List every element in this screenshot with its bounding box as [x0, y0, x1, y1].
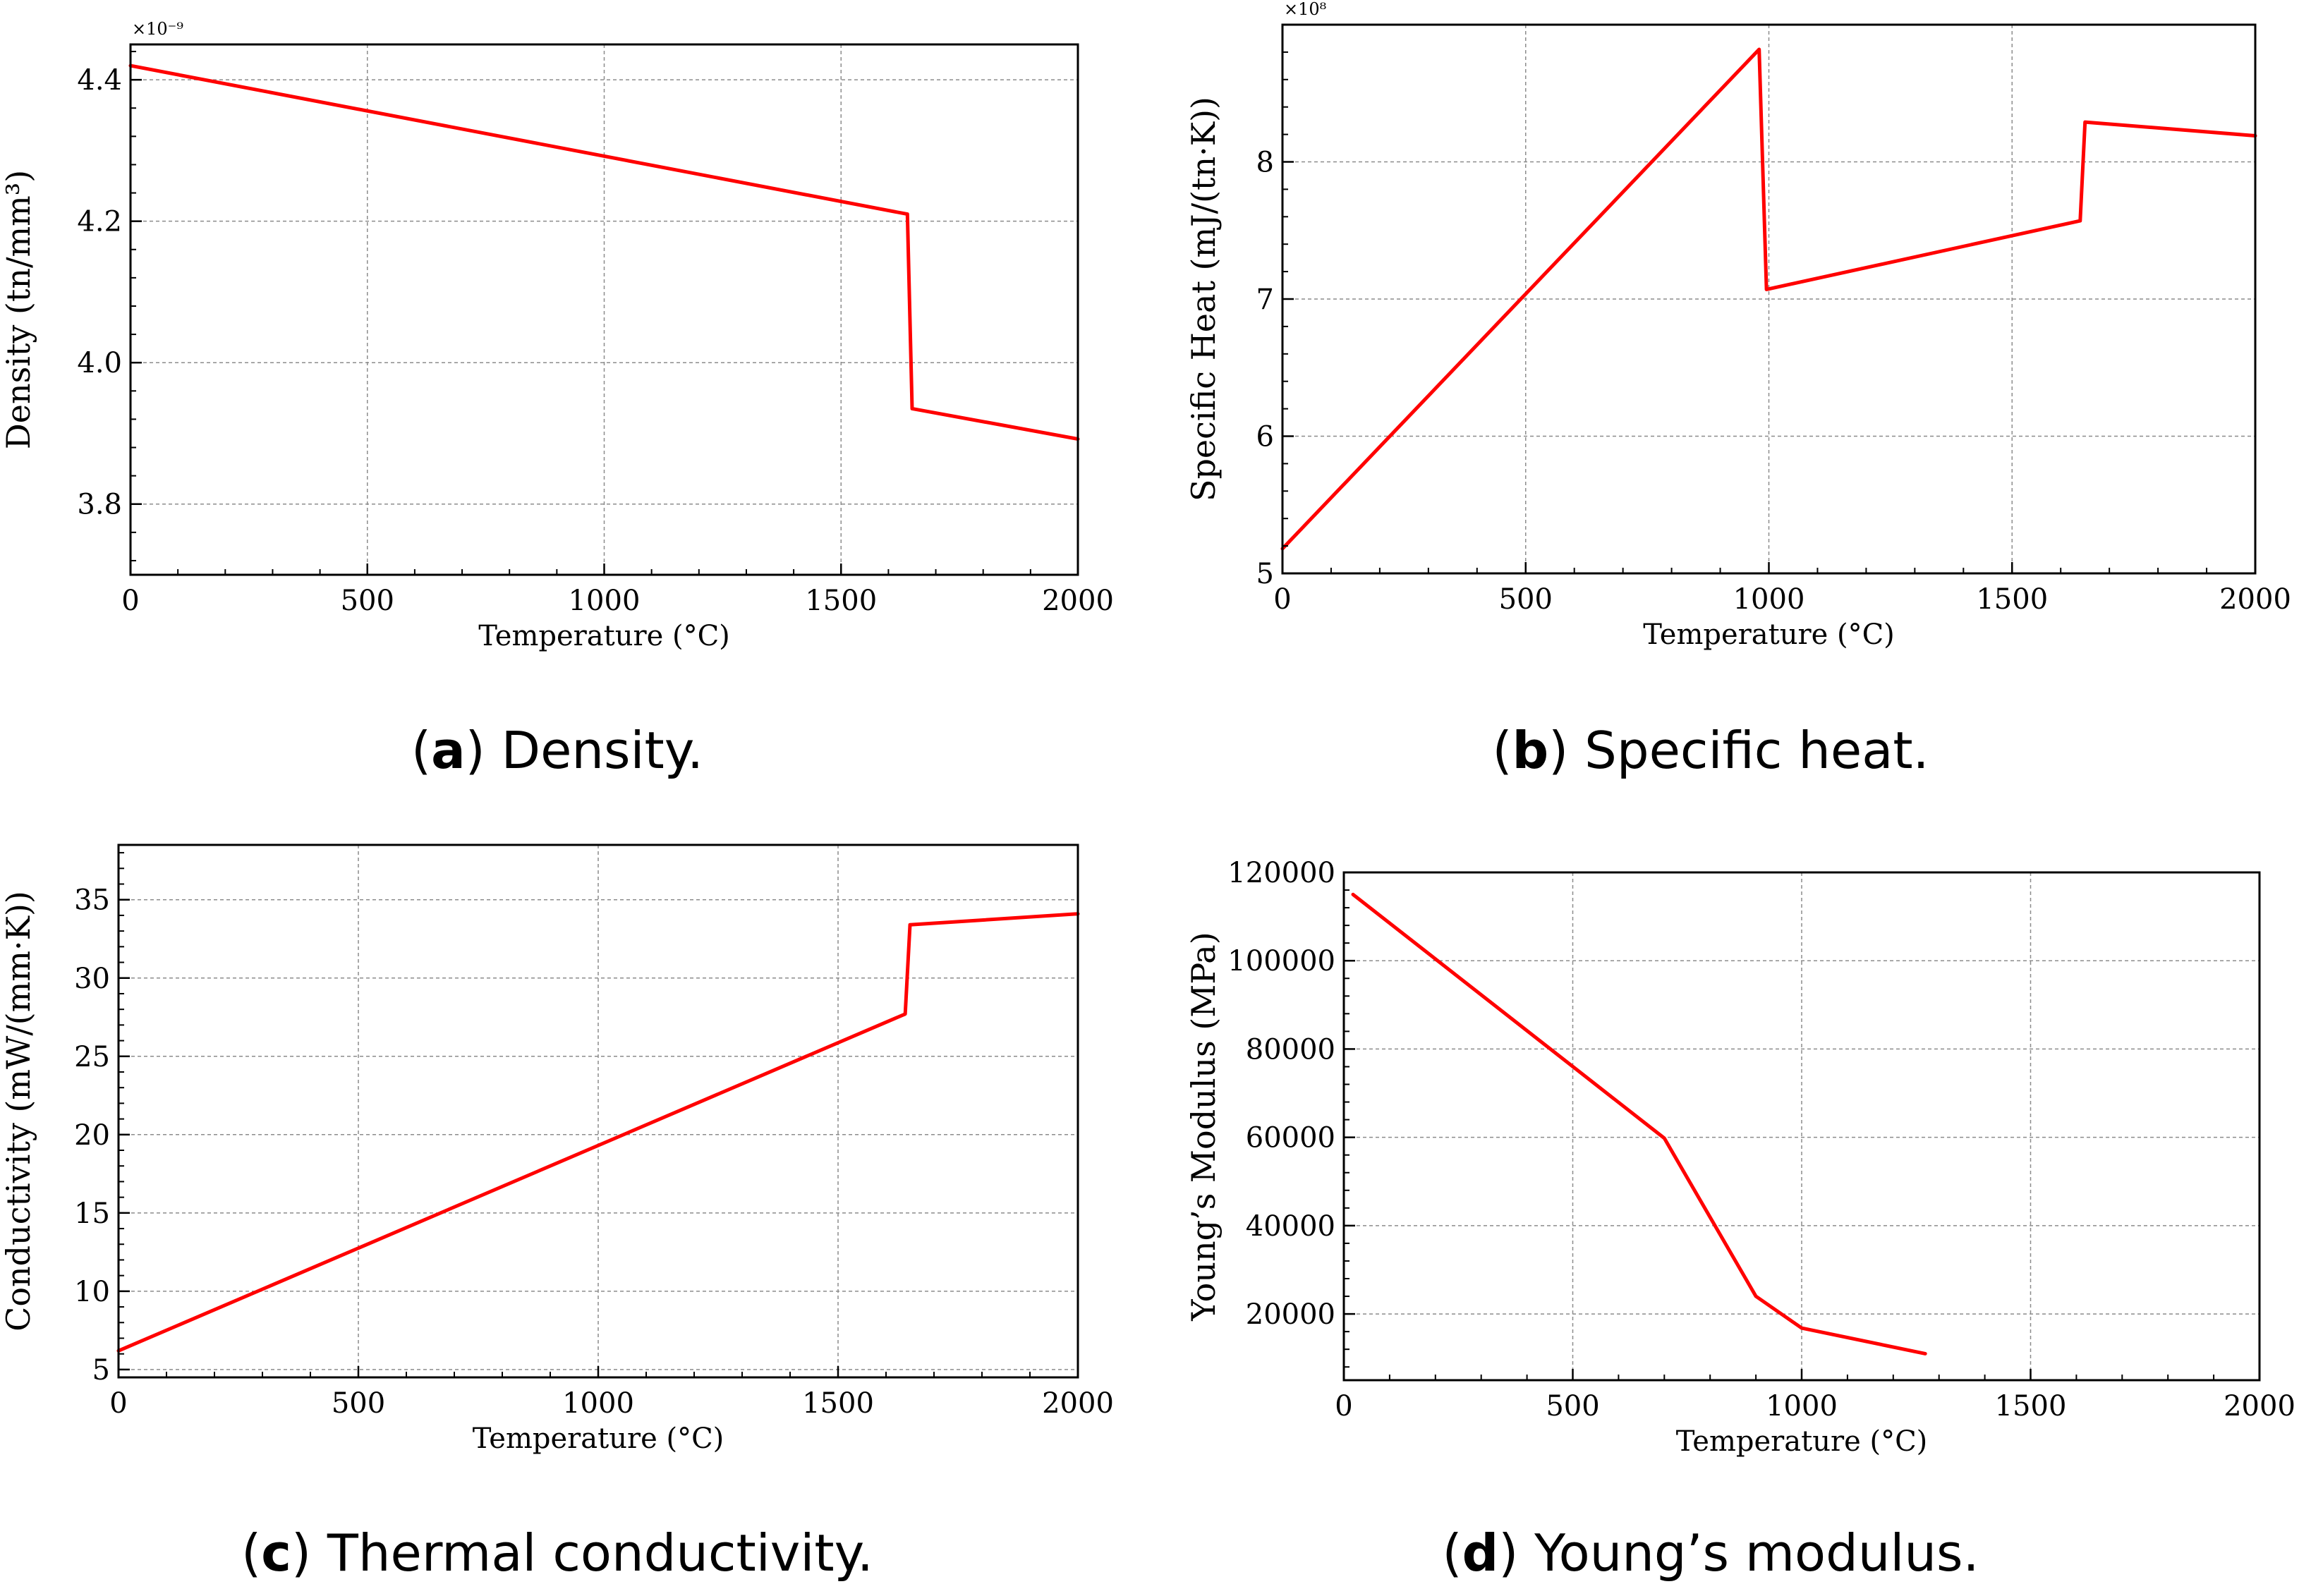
tick-label-x: 2000	[2224, 1390, 2295, 1423]
caption-text: Thermal conductivity.	[327, 1523, 873, 1583]
tick-label-y: 60000	[1246, 1122, 1335, 1155]
tick-label-x: 1500	[802, 1387, 874, 1420]
tick-label-y: 25	[74, 1041, 110, 1073]
tick-label-y: 5	[92, 1354, 110, 1387]
tick-label-y: 40000	[1246, 1210, 1335, 1243]
tick-label-x: 0	[109, 1387, 127, 1420]
tick-label-x: 0	[1335, 1390, 1352, 1423]
tick-label-y: 4.4	[77, 64, 122, 97]
tick-label-x: 0	[1273, 583, 1291, 616]
tick-label-x: 500	[1546, 1390, 1599, 1423]
tick-label-y: 35	[74, 884, 110, 917]
tick-label-x: 1000	[569, 585, 641, 617]
data-point	[1924, 1353, 1926, 1354]
caption-letter: a	[431, 721, 466, 780]
series-line	[128, 63, 1080, 441]
tick-label-x: 1000	[1766, 1390, 1838, 1423]
data-point	[911, 408, 913, 409]
tick-label-y: 3.8	[77, 489, 122, 521]
tick-label-y: 4.2	[77, 206, 122, 238]
tick-label-y: 10	[74, 1276, 110, 1308]
tick-label-x: 1000	[1733, 583, 1805, 616]
axis-exponent-label: ×10⁻⁹	[132, 19, 183, 39]
plot-area	[119, 845, 1078, 1377]
tick-label-x: 2000	[1042, 1387, 1114, 1420]
tick-label-y: 30	[74, 963, 110, 995]
tick-label-x: 2000	[1042, 585, 1114, 617]
series-line	[116, 912, 1080, 1353]
tick-label-x: 1500	[1976, 583, 2048, 616]
chart-panel-conductivity: 0 500 1000 1500 2000 5 10 15 20 25 30 35 Temperature…	[0, 843, 1114, 1455]
caption-a: (a) Density.	[411, 721, 704, 780]
plot-area	[131, 44, 1078, 575]
tick-label-y: 7	[1256, 284, 1274, 316]
tick-label-y: 15	[74, 1198, 110, 1230]
data-point	[1766, 288, 1767, 290]
caption-d: (d) Young’s modulus.	[1442, 1523, 1979, 1583]
tick-label-x: 500	[332, 1387, 385, 1420]
x-axis-label: Temperature (°C)	[473, 1423, 724, 1455]
tick-label-y: 20	[74, 1119, 110, 1152]
tick-label-y: 4.0	[77, 347, 122, 379]
tick-label-x: 2000	[2219, 583, 2291, 616]
tick-label-x: 500	[1499, 583, 1553, 616]
caption-letter: d	[1462, 1523, 1499, 1583]
data-point	[1352, 894, 1354, 895]
axis-exponent-label: ×10⁸	[1284, 0, 1326, 19]
tick-label-y: 5	[1256, 558, 1274, 590]
caption-text: Specific heat.	[1584, 721, 1929, 780]
tick-label-x: 1000	[562, 1387, 634, 1420]
chart-panel-specific-heat: 0 500 1000 1500 2000 5 6 7 8 ×10⁸ Temperature (°C)…	[1184, 0, 2291, 651]
tick-label-x: 1500	[1995, 1390, 2067, 1423]
caption-b: (b) Specific heat.	[1492, 721, 1929, 780]
y-axis-label: Specific Heat (mJ/(tn·K))	[1184, 97, 1223, 501]
caption-text: Young’s modulus.	[1534, 1523, 1979, 1583]
x-axis-label: Temperature (°C)	[478, 620, 730, 652]
tick-label-y: 20000	[1246, 1298, 1335, 1331]
data-point	[904, 1013, 906, 1015]
chart-panel-youngs-modulus: 0 500 1000 1500 2000 20000 40000 60000 80000 1000…	[1184, 857, 2295, 1458]
tick-label-y: 80000	[1246, 1033, 1335, 1066]
tick-label-y: 8	[1256, 147, 1274, 179]
chart-panel-density: 0 500 1000 1500 2000 3.8 4.0 4.2 4.4 ×10⁻⁹ Tempera…	[0, 19, 1114, 652]
y-axis-label: Conductivity (mW/(mm·K))	[0, 891, 37, 1332]
caption-letter: c	[261, 1523, 291, 1583]
tick-label-x: 500	[341, 585, 394, 617]
series-line	[1280, 47, 2257, 551]
x-axis-label: Temperature (°C)	[1676, 1425, 1928, 1458]
tick-label-x: 1500	[805, 585, 877, 617]
tick-label-y: 6	[1256, 421, 1274, 453]
y-axis-label: Young’s Modulus (MPa)	[1184, 932, 1223, 1321]
data-point	[1755, 1296, 1757, 1297]
caption-text: Density.	[501, 721, 704, 780]
y-axis-label: Density (tn/mm³)	[0, 170, 37, 449]
caption-letter: b	[1512, 721, 1549, 780]
x-axis-label: Temperature (°C)	[1643, 619, 1895, 651]
tick-label-x: 0	[121, 585, 139, 617]
tick-label-y: 120000	[1227, 857, 1335, 889]
caption-c: (c) Thermal conductivity.	[241, 1523, 873, 1583]
tick-label-y: 100000	[1227, 945, 1335, 977]
